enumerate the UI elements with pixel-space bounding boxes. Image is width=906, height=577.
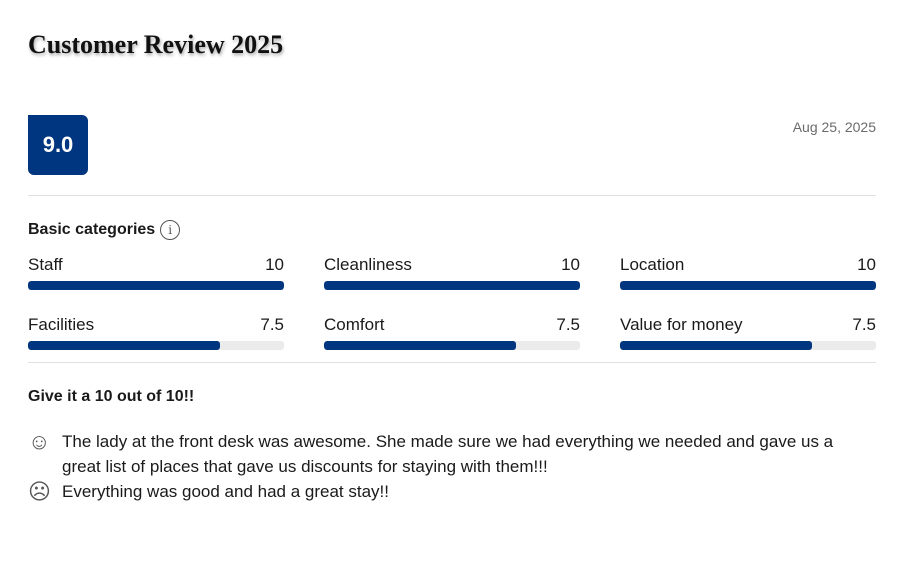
categories-heading-label: Basic categories (28, 221, 156, 238)
category-score: 10 (265, 255, 284, 274)
category-staff: Staff 10 (28, 255, 284, 290)
review-title: Give it a 10 out of 10!! (28, 388, 195, 405)
score-badge: 9.0 (28, 115, 88, 175)
review-date: Aug 25, 2025 (792, 119, 876, 135)
page-title: Customer Review 2025 (28, 30, 284, 59)
category-value-for-money: Value for money 7.5 (620, 315, 876, 350)
category-score: 7.5 (852, 315, 876, 334)
category-bar-fill (620, 281, 876, 290)
category-bar-fill (620, 341, 812, 350)
category-score: 7.5 (556, 315, 580, 334)
category-label: Value for money (620, 315, 743, 334)
category-bar (324, 341, 580, 350)
category-bar-fill (324, 341, 516, 350)
category-label: Comfort (324, 315, 385, 334)
category-bar (620, 341, 876, 350)
category-label: Staff (28, 255, 63, 274)
category-facilities: Facilities 7.5 (28, 315, 284, 350)
category-bar (620, 281, 876, 290)
category-label: Location (620, 255, 685, 274)
category-bar-fill (28, 281, 284, 290)
category-location: Location 10 (620, 255, 876, 290)
positive-comment: ☺ The lady at the front desk was awesome… (28, 429, 858, 479)
category-score: 10 (561, 255, 580, 274)
category-bar-fill (28, 341, 220, 350)
divider (28, 195, 876, 196)
info-icon[interactable]: i (160, 220, 181, 240)
category-score: 7.5 (260, 315, 284, 334)
negative-comment: ☹ Everything was good and had a great st… (28, 479, 858, 504)
category-label: Cleanliness (324, 255, 412, 274)
category-comfort: Comfort 7.5 (324, 315, 580, 350)
negative-text: Everything was good and had a great stay… (62, 482, 389, 501)
positive-text: The lady at the front desk was awesome. … (62, 432, 834, 476)
category-bar (324, 281, 580, 290)
frowny-face-icon: ☹ (28, 479, 51, 504)
category-cleanliness: Cleanliness 10 (324, 255, 580, 290)
category-bar (28, 281, 284, 290)
divider (28, 362, 876, 363)
categories-heading: Basic categories i (28, 220, 181, 240)
category-bar-fill (324, 281, 580, 290)
category-label: Facilities (28, 315, 95, 334)
category-bar (28, 341, 284, 350)
smiley-face-icon: ☺ (28, 429, 51, 454)
category-score: 10 (857, 255, 876, 274)
